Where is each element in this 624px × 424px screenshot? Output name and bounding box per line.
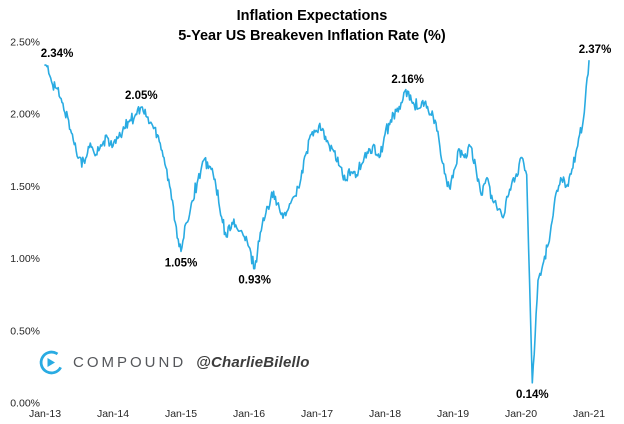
- y-tick-label: 1.50%: [10, 181, 40, 193]
- chart-subtitle: 5-Year US Breakeven Inflation Rate (%): [178, 28, 446, 44]
- y-tick-label: 2.50%: [10, 37, 40, 49]
- y-tick-label: 2.00%: [10, 109, 40, 121]
- annotation-label: 2.34%: [41, 48, 74, 60]
- x-tick-label: Jan-18: [369, 408, 401, 420]
- x-tick-label: Jan-21: [573, 408, 605, 420]
- chart-title: Inflation Expectations: [236, 8, 388, 24]
- x-tick-label: Jan-20: [505, 408, 537, 420]
- y-tick-label: 0.50%: [10, 325, 40, 337]
- annotation-label: 0.14%: [516, 389, 549, 401]
- x-tick-label: Jan-17: [301, 408, 333, 420]
- branding-block: COMPOUND @CharlieBilello: [38, 349, 310, 376]
- y-tick-label: 0.00%: [10, 398, 40, 410]
- x-tick-label: Jan-16: [233, 408, 265, 420]
- compound-logo-icon: [39, 350, 64, 375]
- x-tick-label: Jan-13: [29, 408, 61, 420]
- annotation-label: 2.37%: [579, 44, 612, 56]
- x-tick-label: Jan-15: [165, 408, 197, 420]
- annotation-label: 2.05%: [125, 90, 158, 102]
- x-tick-label: Jan-19: [437, 408, 469, 420]
- annotation-label: 1.05%: [165, 257, 198, 269]
- annotation-label: 2.16%: [391, 74, 424, 86]
- y-tick-label: 1.00%: [10, 253, 40, 265]
- twitter-handle: @CharlieBilello: [196, 354, 310, 371]
- chart-title-block: Inflation Expectations 5-Year US Breakev…: [0, 6, 624, 46]
- x-tick-label: Jan-14: [97, 408, 129, 420]
- compound-logo-text: COMPOUND: [73, 354, 187, 371]
- breakeven-rate-line: [44, 60, 590, 384]
- annotation-label: 0.93%: [238, 275, 271, 287]
